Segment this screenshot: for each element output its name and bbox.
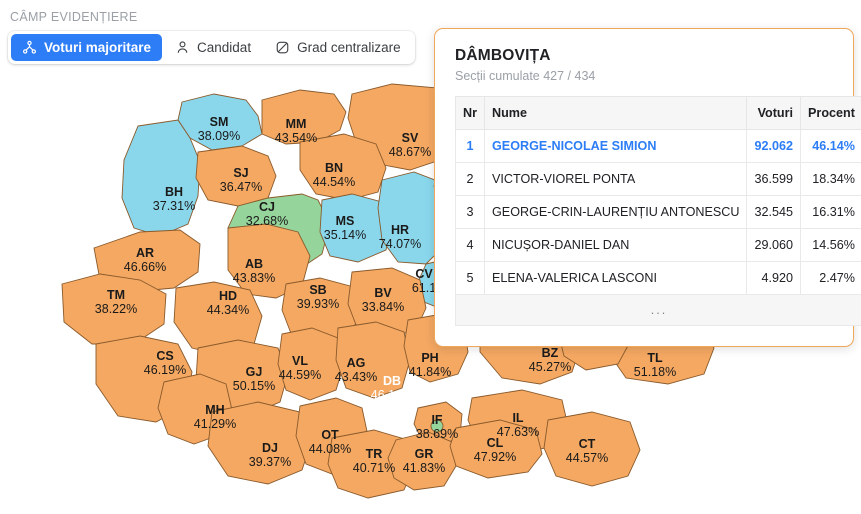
results-table: Nr Nume Voturi Procent 1 GEORGE-NICOLAE S… bbox=[455, 96, 861, 326]
tab-grad-centralizare[interactable]: Grad centralizare bbox=[264, 34, 412, 61]
table-row: 1 GEORGE-NICOLAE SIMION 92.062 46.14% bbox=[455, 129, 861, 163]
results-table-header-row: Nr Nume Voturi Procent bbox=[455, 96, 861, 130]
county-b-bucuresti[interactable] bbox=[430, 419, 444, 433]
share-nodes-icon bbox=[22, 40, 37, 55]
candidate-votes: 32.545 bbox=[746, 195, 802, 229]
pie-slash-icon bbox=[275, 40, 290, 55]
candidate-name: GEORGE-NICOLAE SIMION bbox=[483, 129, 748, 163]
candidate-name: GEORGE-CRIN-LAURENȚIU ANTONESCU bbox=[483, 195, 748, 229]
table-row: 3 GEORGE-CRIN-LAURENȚIU ANTONESCU 32.545 16… bbox=[455, 195, 861, 229]
candidate-votes: 36.599 bbox=[746, 162, 802, 196]
tab-candidat[interactable]: Candidat bbox=[164, 34, 262, 61]
county-gr[interactable] bbox=[388, 432, 456, 490]
highlight-field-controls: CÂMP EVIDENȚIERE Voturi majoritare Candi… bbox=[0, 0, 861, 64]
tab-grad-centralizare-label: Grad centralizare bbox=[297, 40, 401, 55]
candidate-percent: 18.34% bbox=[800, 162, 861, 196]
highlight-field-label: CÂMP EVIDENȚIERE bbox=[10, 10, 138, 24]
candidate-percent: 2.47% bbox=[800, 261, 861, 295]
candidate-votes: 4.920 bbox=[746, 261, 802, 295]
candidate-rank: 3 bbox=[455, 195, 485, 229]
county-vl[interactable] bbox=[278, 328, 344, 400]
candidate-rank: 2 bbox=[455, 162, 485, 196]
candidate-name: VICTOR-VIOREL PONTA bbox=[483, 162, 748, 196]
candidate-name: ELENA-VALERICA LASCONI bbox=[483, 261, 748, 295]
county-bh[interactable] bbox=[122, 120, 200, 236]
county-cl[interactable] bbox=[450, 420, 542, 478]
candidate-rank: 1 bbox=[455, 129, 485, 163]
tab-candidat-label: Candidat bbox=[197, 40, 252, 55]
tab-voturi-majoritare[interactable]: Voturi majoritare bbox=[11, 34, 163, 61]
county-ct[interactable] bbox=[544, 412, 640, 486]
candidate-votes: 29.060 bbox=[746, 228, 802, 262]
highlight-field-segmented-control: Voturi majoritare Candidat Grad centrali… bbox=[8, 31, 415, 64]
person-icon bbox=[175, 40, 190, 55]
county-dj[interactable] bbox=[208, 402, 312, 484]
more-rows-ellipsis: ... bbox=[455, 294, 861, 326]
table-row: 5 ELENA-VALERICA LASCONI 4.920 2.47% bbox=[455, 261, 861, 295]
col-header-nr: Nr bbox=[455, 96, 485, 130]
popup-sections-counted: Secții cumulate 427 / 434 bbox=[455, 69, 596, 83]
table-row: 4 NICUȘOR-DANIEL DAN 29.060 14.56% bbox=[455, 228, 861, 262]
col-header-nume: Nume bbox=[483, 96, 748, 130]
candidate-percent: 14.56% bbox=[800, 228, 861, 262]
tab-voturi-majoritare-label: Voturi majoritare bbox=[44, 40, 152, 55]
county-results-popup: DÂMBOVIȚA Secții cumulate 427 / 434 Nr N… bbox=[434, 28, 861, 347]
table-row: 2 VICTOR-VIOREL PONTA 36.599 18.34% bbox=[455, 162, 861, 196]
candidate-rank: 5 bbox=[455, 261, 485, 295]
county-ms[interactable] bbox=[320, 194, 392, 262]
county-sj[interactable] bbox=[196, 146, 276, 206]
col-header-voturi: Voturi bbox=[746, 96, 802, 130]
candidate-name: NICUȘOR-DANIEL DAN bbox=[483, 228, 748, 262]
county-mm[interactable] bbox=[262, 90, 346, 144]
candidate-votes: 92.062 bbox=[746, 129, 802, 163]
candidate-percent: 46.14% bbox=[800, 129, 861, 163]
county-ag[interactable] bbox=[336, 322, 410, 398]
table-row-more[interactable]: ... bbox=[455, 294, 861, 326]
popup-county-title: DÂMBOVIȚA bbox=[455, 47, 551, 64]
col-header-procent: Procent bbox=[800, 96, 861, 130]
county-bn[interactable] bbox=[300, 134, 386, 200]
candidate-rank: 4 bbox=[455, 228, 485, 262]
county-tm[interactable] bbox=[62, 274, 166, 344]
candidate-percent: 16.31% bbox=[800, 195, 861, 229]
